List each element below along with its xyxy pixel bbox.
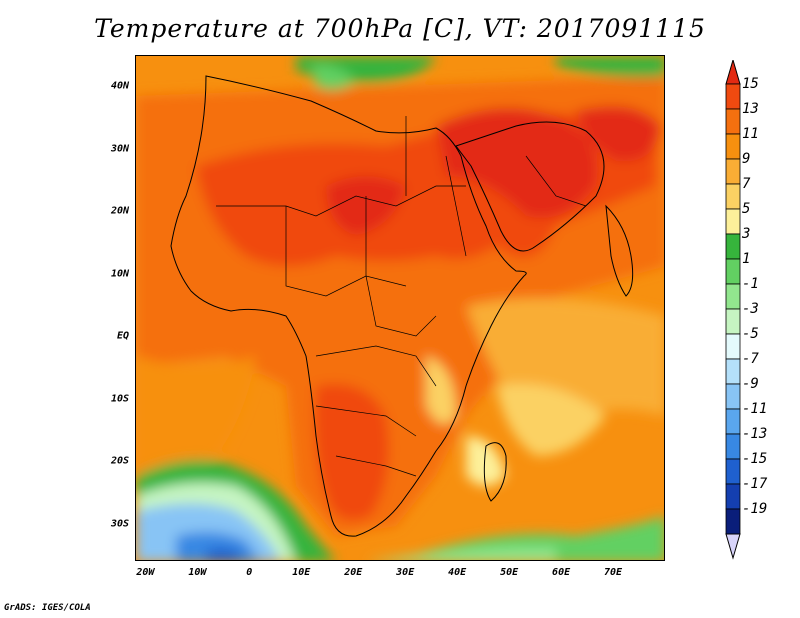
colorbar-swatch xyxy=(725,133,741,160)
lat-tick-label: 30S xyxy=(110,518,129,530)
colorbar-swatch xyxy=(725,458,741,485)
colorbar xyxy=(725,60,741,560)
colorbar-swatch xyxy=(725,283,741,310)
colorbar-swatch xyxy=(725,108,741,135)
colorbar-value-label: -3 xyxy=(742,301,759,317)
colorbar-value-label: 13 xyxy=(742,101,759,117)
colorbar-value-label: 7 xyxy=(742,176,751,192)
lon-tick-label: 40E xyxy=(448,567,467,578)
colorbar-value-label: -17 xyxy=(742,476,768,492)
field-contours xyxy=(136,56,664,560)
colorbar-swatch xyxy=(725,483,741,510)
country-borders xyxy=(216,116,587,477)
colorbar-value-label: -11 xyxy=(742,401,768,417)
colorbar-value-label: 5 xyxy=(742,201,751,217)
lat-tick-label: EQ xyxy=(116,330,129,342)
colorbar-value-label: -1 xyxy=(742,276,759,292)
colorbar-swatch xyxy=(725,408,741,435)
colorbar-swatch xyxy=(725,233,741,260)
colorbar-value-label: 15 xyxy=(742,76,759,92)
colorbar-value-label: -19 xyxy=(742,501,768,517)
map-title: Temperature at 700hPa [C], VT: 201709111… xyxy=(94,14,706,43)
colorbar-value-label: 9 xyxy=(742,151,751,167)
lat-tick-label: 20N xyxy=(110,205,129,217)
colorbar-value-label: -9 xyxy=(742,376,759,392)
lon-tick-label: 0 xyxy=(246,567,253,578)
lat-tick-label: 10S xyxy=(110,393,129,405)
colorbar-value-label: -13 xyxy=(742,426,768,442)
colorbar-bottom-arrow xyxy=(725,533,741,560)
lon-tick-label: 20W xyxy=(136,567,155,578)
colorbar-swatch xyxy=(725,83,741,110)
credit-text: GrADS: IGES/COLA xyxy=(4,603,91,613)
colorbar-value-label: -5 xyxy=(742,326,759,342)
lon-tick-label: 70E xyxy=(604,567,623,578)
lon-tick-label: 50E xyxy=(500,567,519,578)
colorbar-swatch xyxy=(725,508,741,535)
colorbar-swatch xyxy=(725,383,741,410)
lon-tick-label: 60E xyxy=(552,567,571,578)
africa-outline xyxy=(170,75,634,537)
colorbar-value-label: 3 xyxy=(742,226,751,242)
lat-tick-label: 20S xyxy=(110,455,129,467)
colorbar-value-label: 11 xyxy=(742,126,759,142)
colorbar-swatch xyxy=(725,258,741,285)
colorbar-swatch xyxy=(725,433,741,460)
temperature-field xyxy=(136,56,664,560)
colorbar-swatch xyxy=(725,158,741,185)
colorbar-swatch xyxy=(725,358,741,385)
colorbar-top-arrow xyxy=(725,60,741,85)
colorbar-swatch xyxy=(725,208,741,235)
lat-tick-label: 10N xyxy=(110,268,129,280)
lat-tick-label: 30N xyxy=(110,143,129,155)
lon-tick-label: 20E xyxy=(344,567,363,578)
colorbar-swatch xyxy=(725,333,741,360)
colorbar-value-label: -7 xyxy=(742,351,759,367)
colorbar-swatch xyxy=(725,183,741,210)
lon-tick-label: 10E xyxy=(292,567,311,578)
colorbar-value-label: 1 xyxy=(742,251,751,267)
lat-tick-label: 40N xyxy=(110,80,129,92)
colorbar-swatch xyxy=(725,308,741,335)
lon-tick-label: 30E xyxy=(396,567,415,578)
temperature-map xyxy=(135,55,665,561)
colorbar-value-label: -15 xyxy=(742,451,768,467)
lon-tick-label: 10W xyxy=(188,567,207,578)
